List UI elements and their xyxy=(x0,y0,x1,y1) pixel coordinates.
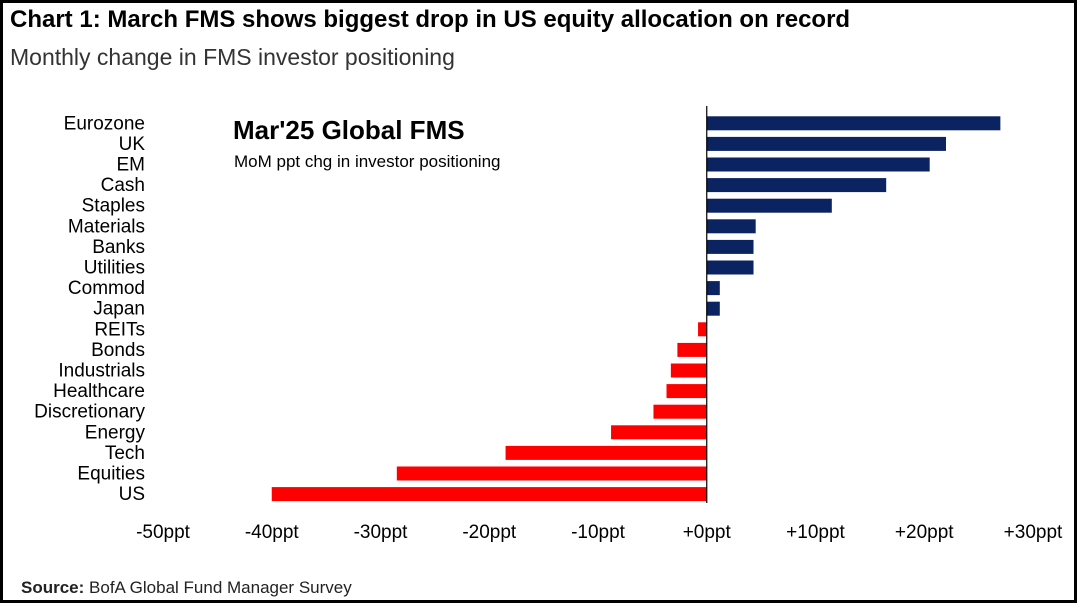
category-label-staples: Staples xyxy=(82,196,145,217)
x-tick-label: +10ppt xyxy=(786,522,845,543)
bar-utilities xyxy=(706,260,754,275)
bar-chart: Mar'25 Global FMS MoM ppt chg in investo… xyxy=(34,106,1063,543)
bar-energy xyxy=(611,425,707,440)
bar-cash xyxy=(706,178,887,193)
category-label-equities: Equities xyxy=(77,464,145,485)
category-label-eurozone: Eurozone xyxy=(64,113,145,134)
inset-subtitle: MoM ppt chg in investor positioning xyxy=(234,152,500,171)
category-label-bonds: Bonds xyxy=(91,340,145,361)
category-label-materials: Materials xyxy=(68,216,145,237)
bar-equities xyxy=(396,466,707,481)
source-label: Source: xyxy=(21,578,85,597)
category-label-utilities: Utilities xyxy=(84,258,145,279)
category-label-commod: Commod xyxy=(68,278,145,299)
chart-title: Chart 1: March FMS shows biggest drop in… xyxy=(10,6,851,33)
category-label-banks: Banks xyxy=(92,237,145,258)
bar-industrials xyxy=(670,363,707,378)
bars-group xyxy=(271,116,1001,502)
bar-japan xyxy=(706,301,720,316)
category-label-japan: Japan xyxy=(93,299,145,320)
x-tick-label: +0ppt xyxy=(683,522,732,543)
inset-title: Mar'25 Global FMS xyxy=(233,115,465,145)
x-tick-label: -30ppt xyxy=(354,522,409,543)
source-text: BofA Global Fund Manager Survey xyxy=(84,578,352,597)
bar-banks xyxy=(706,239,754,254)
bar-uk xyxy=(706,136,946,151)
category-label-us: US xyxy=(119,484,145,505)
bar-reits xyxy=(698,322,707,337)
bar-staples xyxy=(706,198,832,213)
bar-discretionary xyxy=(653,404,707,419)
bar-eurozone xyxy=(706,116,1001,131)
bar-us xyxy=(271,487,707,502)
category-label-em: EM xyxy=(117,155,146,176)
x-tick-label: -40ppt xyxy=(245,522,300,543)
bar-bonds xyxy=(677,342,707,357)
x-tick-label: +30ppt xyxy=(1004,522,1063,543)
category-label-discretionary: Discretionary xyxy=(34,402,145,423)
category-label-energy: Energy xyxy=(85,422,146,443)
bar-tech xyxy=(505,445,707,460)
x-tick-label: -10ppt xyxy=(571,522,626,543)
source-note: Source: BofA Global Fund Manager Survey xyxy=(21,578,352,598)
bar-materials xyxy=(706,219,756,234)
category-label-industrials: Industrials xyxy=(58,361,145,382)
category-label-uk: UK xyxy=(119,134,146,155)
chart-subtitle: Monthly change in FMS investor positioni… xyxy=(10,44,455,70)
x-tick-label: -50ppt xyxy=(136,522,191,543)
x-tick-label: -20ppt xyxy=(462,522,517,543)
category-label-healthcare: Healthcare xyxy=(53,381,145,402)
category-label-reits: REITs xyxy=(94,319,145,340)
bar-healthcare xyxy=(666,384,707,399)
bar-em xyxy=(706,157,930,172)
category-label-tech: Tech xyxy=(105,443,145,464)
category-label-cash: Cash xyxy=(101,175,145,196)
x-tick-label: +20ppt xyxy=(895,522,954,543)
bar-commod xyxy=(706,281,720,296)
category-labels: EurozoneUKEMCashStaplesMaterialsBanksUti… xyxy=(34,113,145,505)
x-axis-ticks: -50ppt -40ppt -30ppt -20ppt -10ppt +0ppt +10pp… xyxy=(136,522,1063,543)
